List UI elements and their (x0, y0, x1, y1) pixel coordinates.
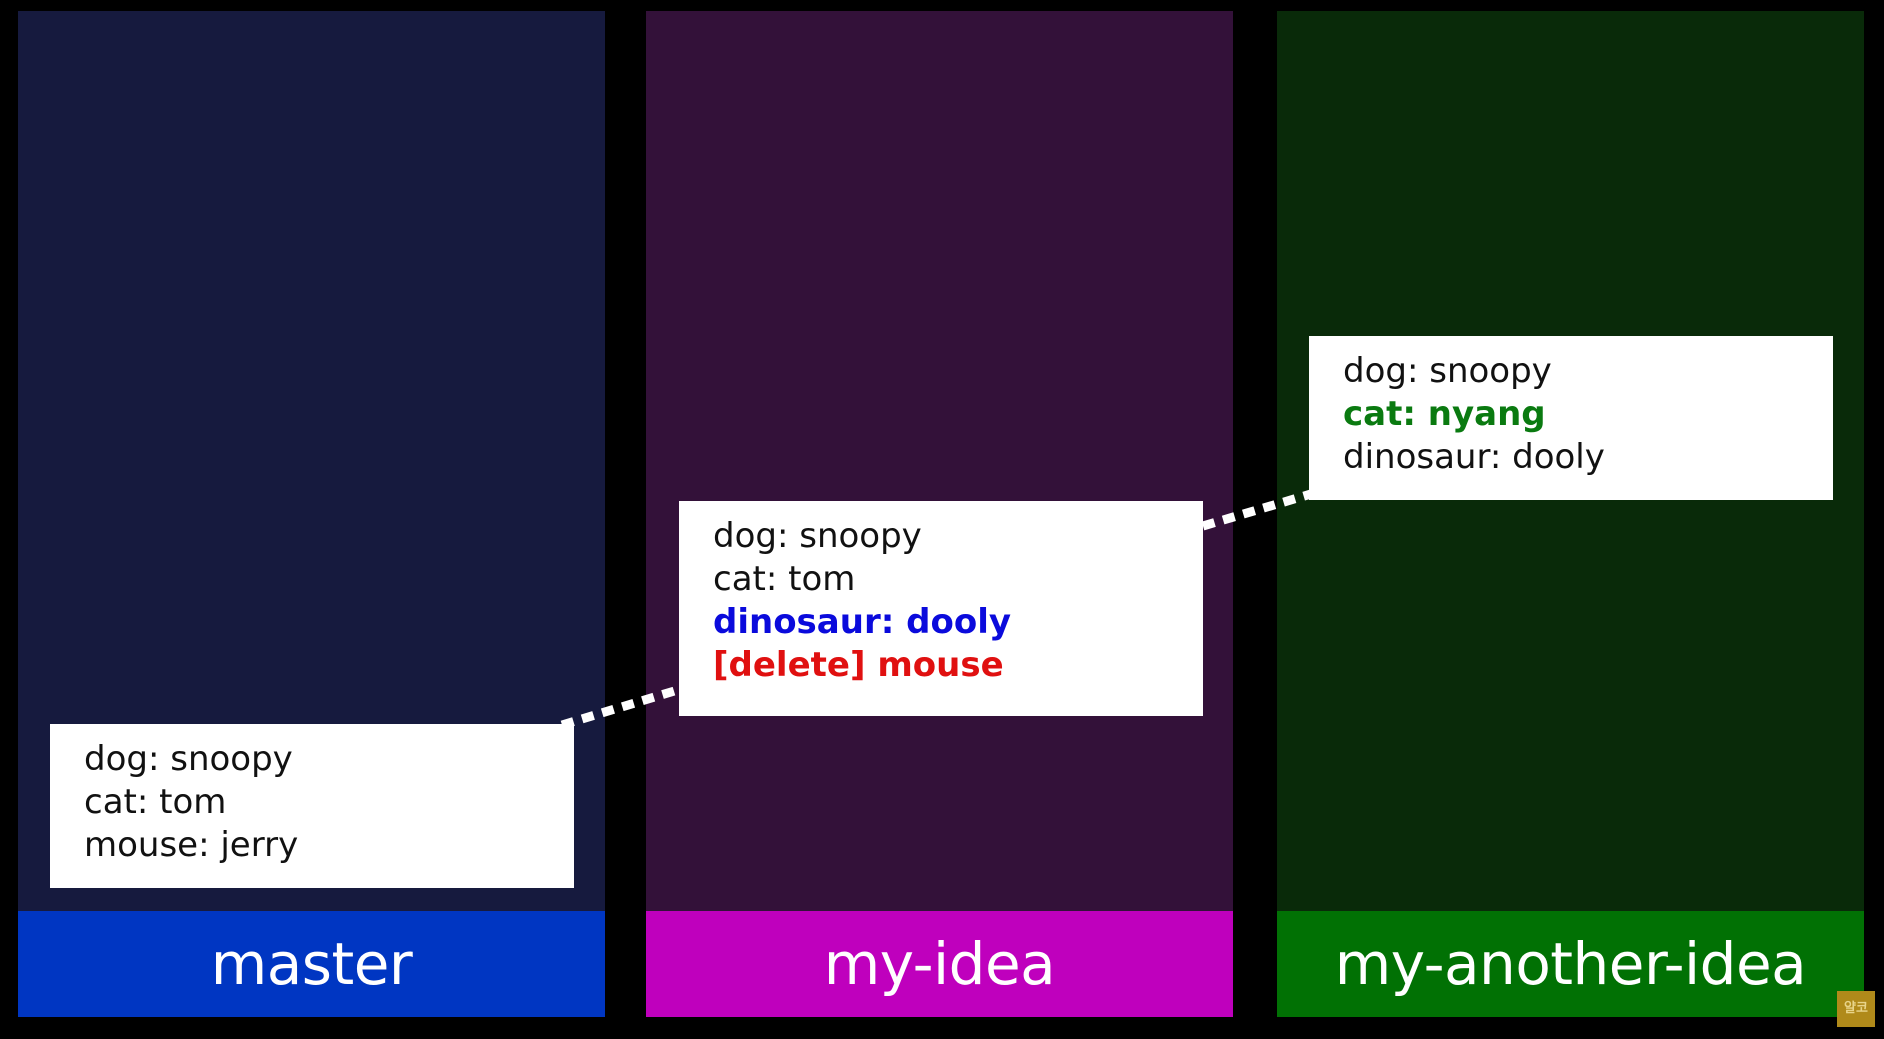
card-line: dog: snoopy (1343, 351, 1552, 391)
commit-card-master: dog: snoopy cat: tom mouse: jerry (50, 724, 574, 888)
card-line-changed: cat: nyang (1343, 394, 1546, 434)
card-line-deleted: [delete] mouse (713, 645, 1004, 685)
branch-label-master: master (18, 911, 605, 1017)
card-line: dog: snoopy (84, 739, 293, 779)
card-line-added: dinosaur: dooly (713, 602, 1012, 642)
card-line: dinosaur: dooly (1343, 437, 1605, 477)
branch-label-my-another-idea: my-another-idea (1277, 911, 1864, 1017)
card-line: dog: snoopy (713, 516, 922, 556)
card-line: mouse: jerry (84, 825, 299, 865)
commit-card-my-idea: dog: snoopy cat: tom dinosaur: dooly [de… (679, 501, 1203, 716)
commit-card-my-another-idea: dog: snoopy cat: nyang dinosaur: dooly (1309, 336, 1833, 500)
branch-label-my-idea: my-idea (646, 911, 1233, 1017)
card-line: cat: tom (84, 782, 227, 822)
channel-logo-icon: 얄코 (1837, 991, 1875, 1027)
branch-column-my-another-idea: my-another-idea (1277, 11, 1864, 1017)
card-line: cat: tom (713, 559, 856, 599)
